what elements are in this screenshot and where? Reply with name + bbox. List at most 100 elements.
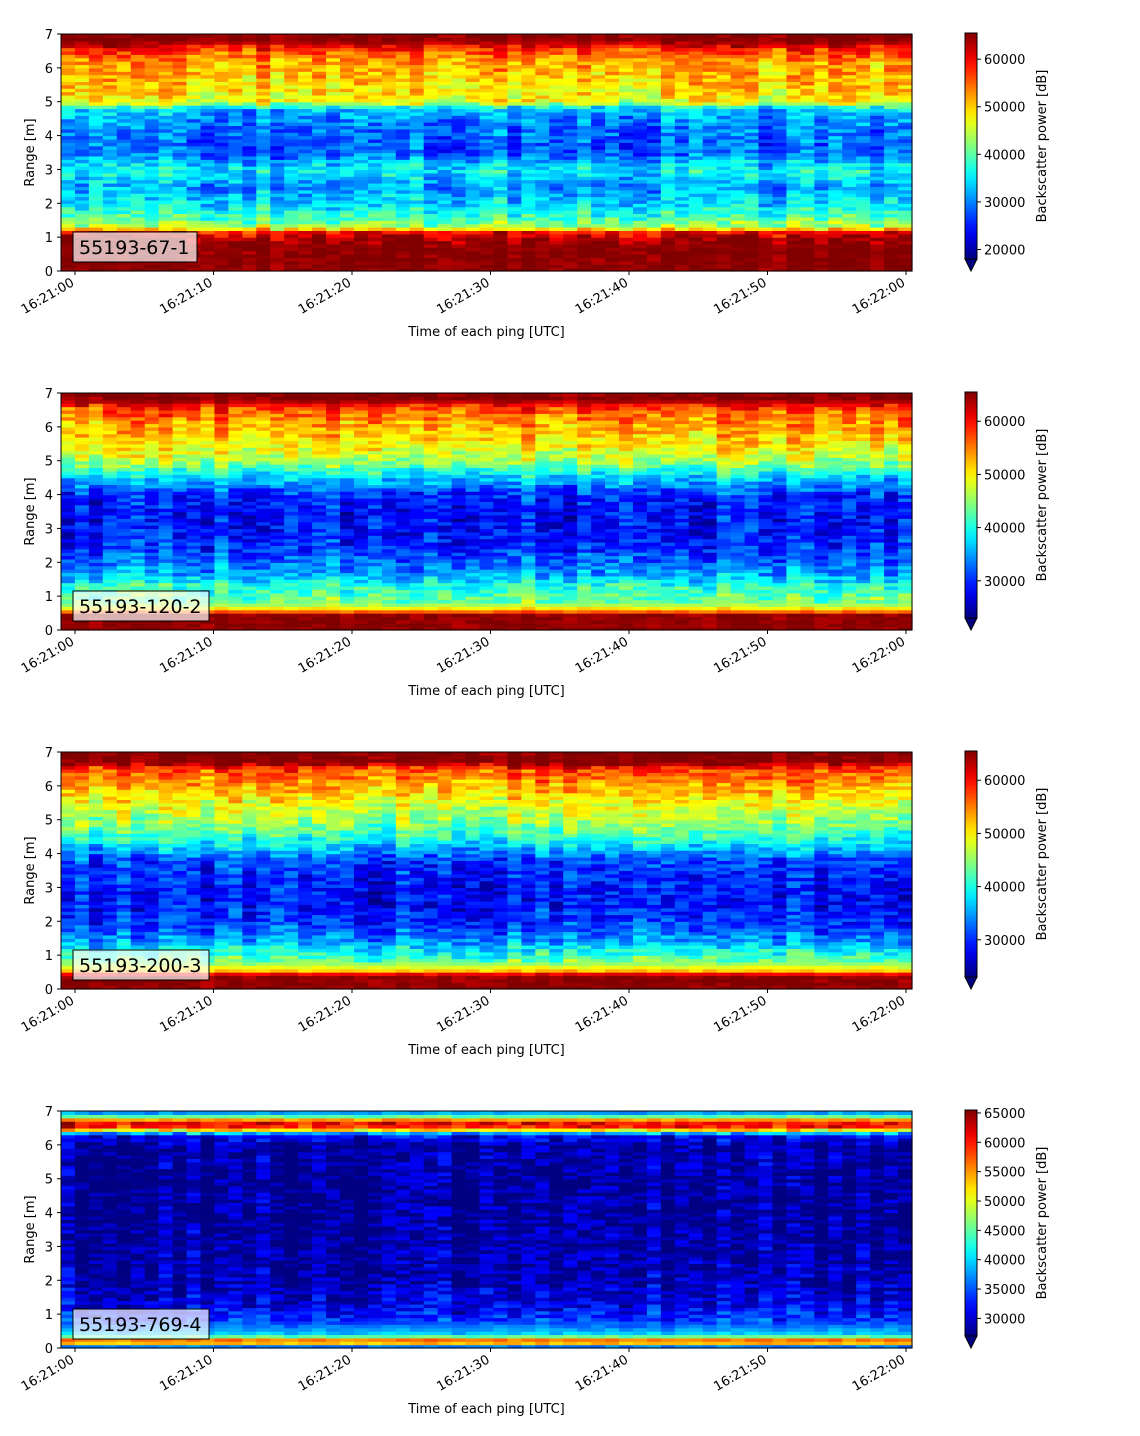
heatmap-cell [856, 34, 871, 38]
heatmap-cell [814, 250, 829, 255]
heatmap-cell [674, 50, 690, 55]
heatmap-cell [423, 206, 439, 211]
heatmap-cell [61, 159, 76, 164]
heatmap-cell [730, 260, 746, 265]
heatmap-cell [214, 216, 230, 221]
heatmap-cell [367, 193, 383, 198]
heatmap-cell [479, 108, 495, 113]
heatmap-cell [814, 40, 829, 45]
heatmap-cell [395, 162, 411, 167]
heatmap-cell [367, 152, 383, 157]
heatmap-cell [898, 44, 913, 49]
heatmap-cell [688, 213, 704, 218]
heatmap-cell [326, 226, 341, 231]
heatmap-cell [130, 172, 146, 177]
heatmap-cell [186, 585, 202, 590]
heatmap-cell [744, 115, 760, 120]
heatmap-cell [535, 118, 550, 123]
heatmap-cell [423, 199, 439, 204]
heatmap-cell [688, 220, 704, 225]
heatmap-cell [284, 172, 299, 177]
heatmap-cell [340, 267, 355, 272]
heatmap-cell [130, 481, 146, 486]
heatmap-cell [646, 210, 662, 215]
heatmap-cell [870, 47, 885, 52]
heatmap-cell [716, 145, 732, 150]
heatmap-cell [884, 122, 899, 127]
heatmap-cell [437, 155, 453, 160]
heatmap-cell [158, 67, 174, 72]
heatmap-cell [507, 159, 522, 164]
heatmap-cell [814, 135, 829, 140]
heatmap-cell [786, 111, 801, 116]
heatmap-cell [451, 193, 467, 198]
heatmap-cell [102, 162, 118, 167]
heatmap-cell [423, 220, 439, 225]
heatmap-cell [716, 172, 732, 177]
heatmap-cell [130, 399, 146, 404]
heatmap-cell [88, 223, 104, 228]
heatmap-cell [326, 155, 341, 160]
heatmap-cell [186, 565, 202, 570]
heatmap-cell [688, 94, 704, 99]
heatmap-cell [744, 186, 760, 191]
heatmap-cell [186, 40, 202, 45]
y-tick-label: 4 [45, 130, 53, 145]
heatmap-cell [214, 169, 230, 174]
heatmap-cell [214, 206, 230, 211]
heatmap-cell [591, 132, 606, 137]
heatmap-cell [493, 155, 509, 160]
heatmap-cell [353, 54, 369, 59]
heatmap-cell [158, 186, 174, 191]
heatmap-cell [381, 247, 397, 252]
heatmap-cell [619, 186, 634, 191]
heatmap-cell [228, 230, 243, 235]
heatmap-cell [298, 78, 313, 82]
heatmap-cell [144, 135, 160, 140]
heatmap-cell [744, 74, 760, 79]
heatmap-cell [605, 189, 620, 194]
heatmap-cell [130, 565, 146, 570]
heatmap-cell [381, 196, 397, 201]
heatmap-cell [479, 142, 495, 147]
heatmap-cell [828, 64, 843, 69]
heatmap-cell [144, 152, 160, 157]
heatmap-cell [228, 34, 243, 38]
heatmap-cell [688, 91, 704, 96]
heatmap-cell [172, 416, 188, 421]
heatmap-cell [605, 196, 620, 201]
heatmap-cell [702, 78, 718, 82]
heatmap-cell [395, 88, 411, 93]
heatmap-cell [744, 145, 760, 150]
heatmap-cell [591, 115, 606, 120]
heatmap-cell [61, 152, 76, 157]
heatmap-cell [381, 145, 397, 150]
heatmap-cell [549, 172, 564, 177]
heatmap-cell [493, 267, 509, 272]
heatmap-cell [200, 145, 216, 150]
heatmap-cell [367, 216, 383, 221]
colorbar-label: Backscatter power [dB] [1035, 70, 1050, 223]
heatmap-cell [549, 267, 564, 272]
heatmap-cell [326, 223, 341, 228]
heatmap-cell [409, 50, 425, 55]
heatmap-cell [772, 94, 788, 99]
heatmap-cell [116, 440, 132, 445]
heatmap-cell [591, 159, 606, 164]
heatmap-cell [116, 484, 132, 489]
heatmap-cell [535, 88, 550, 93]
heatmap-cell [451, 240, 467, 245]
heatmap-cell [758, 111, 774, 116]
heatmap-cell [521, 84, 536, 89]
heatmap-cell [116, 40, 132, 45]
heatmap-cell [423, 74, 439, 79]
heatmap-cell [130, 260, 146, 265]
heatmap-cell [507, 40, 522, 45]
heatmap-cell [74, 541, 90, 546]
heatmap-cell [116, 511, 132, 516]
heatmap-cell [632, 138, 648, 143]
heatmap-cell [130, 179, 146, 184]
heatmap-cell [772, 216, 788, 221]
heatmap-cell [172, 525, 188, 530]
heatmap-cell [88, 81, 104, 86]
